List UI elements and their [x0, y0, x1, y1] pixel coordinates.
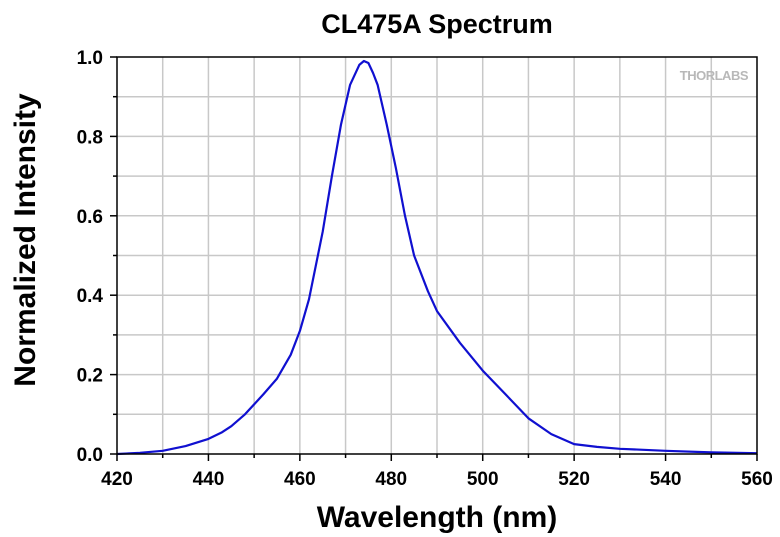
y-tick-label: 1.0 — [77, 48, 103, 69]
chart-title: CL475A Spectrum — [321, 9, 553, 39]
x-tick-label: 560 — [741, 469, 773, 490]
x-axis-label: Wavelength (nm) — [317, 501, 558, 534]
x-tick-label: 520 — [558, 469, 590, 490]
x-tick-label: 460 — [284, 469, 316, 490]
y-tick-labels: 0.0 0.2 0.4 0.6 0.8 1.0 — [77, 48, 104, 466]
series-line-cl475a — [116, 59, 758, 456]
x-tick-label: 540 — [650, 469, 682, 490]
y-tick-label: 0.2 — [77, 366, 103, 387]
y-tick-label: 0.4 — [77, 286, 104, 307]
y-tick-label: 0.8 — [77, 127, 103, 148]
grid-lines — [117, 57, 757, 454]
y-tick-label: 0.6 — [77, 207, 103, 228]
x-tick-label: 480 — [375, 469, 407, 490]
y-tick-label: 0.0 — [77, 445, 103, 466]
x-tick-labels: 420 440 460 480 500 520 540 560 — [101, 469, 773, 490]
x-tick-label: 500 — [467, 469, 499, 490]
x-tick-label: 440 — [193, 469, 225, 490]
series-layer — [116, 59, 758, 456]
y-axis-label: Normalized Intensity — [9, 93, 42, 387]
x-tick-label: 420 — [101, 469, 133, 490]
axis-ticks — [110, 56, 758, 461]
thorlabs-watermark: THORLABS — [680, 68, 749, 83]
